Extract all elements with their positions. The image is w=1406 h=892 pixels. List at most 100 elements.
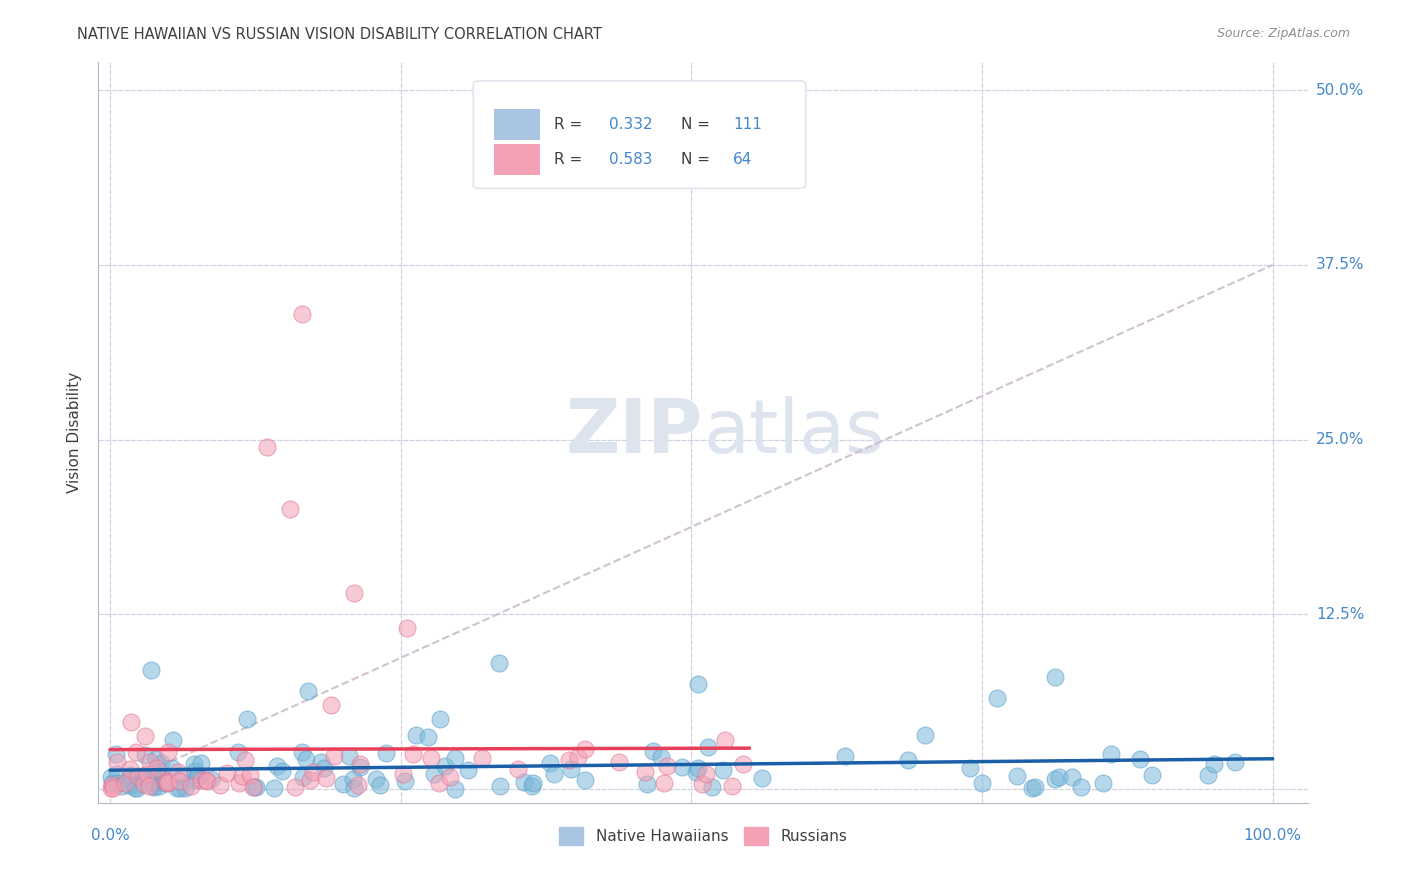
Point xyxy=(124,778,146,792)
Point xyxy=(156,745,179,759)
Point xyxy=(166,780,188,795)
Point xyxy=(134,748,156,763)
Point xyxy=(301,765,323,780)
Point xyxy=(180,780,202,794)
Point xyxy=(574,772,596,787)
Point xyxy=(195,774,218,789)
Point xyxy=(190,756,212,770)
Point xyxy=(1140,767,1163,781)
Point xyxy=(235,753,257,767)
Point xyxy=(319,698,342,712)
Point xyxy=(124,781,146,796)
Point xyxy=(141,766,163,780)
Point xyxy=(215,766,238,780)
Point xyxy=(103,781,125,796)
Point xyxy=(183,756,205,771)
Point xyxy=(1070,780,1092,794)
Point xyxy=(634,764,657,779)
Text: 50.0%: 50.0% xyxy=(1316,83,1364,98)
Point xyxy=(721,779,744,793)
Point xyxy=(101,776,124,790)
Point xyxy=(443,781,465,796)
Point xyxy=(162,733,184,747)
Point xyxy=(266,759,288,773)
Point xyxy=(439,770,461,784)
Point xyxy=(520,780,543,794)
Point xyxy=(138,756,160,770)
Text: 37.5%: 37.5% xyxy=(1316,258,1364,272)
Point xyxy=(105,767,128,781)
Point xyxy=(652,776,675,790)
Point xyxy=(636,777,658,791)
Point xyxy=(374,746,396,760)
Point xyxy=(118,778,141,792)
Point xyxy=(711,763,734,777)
Point xyxy=(167,765,190,780)
Point xyxy=(155,774,177,789)
Point xyxy=(156,774,179,789)
Point xyxy=(395,621,418,635)
Point xyxy=(1129,752,1152,766)
Point xyxy=(567,750,589,764)
Point xyxy=(292,770,315,784)
Point xyxy=(132,769,155,783)
Point xyxy=(471,751,494,765)
Point xyxy=(688,677,710,691)
Point xyxy=(332,777,354,791)
Point xyxy=(146,761,169,775)
Point xyxy=(190,772,212,787)
Point xyxy=(149,764,172,778)
Point xyxy=(121,773,143,788)
Point xyxy=(200,772,222,786)
Text: N =: N = xyxy=(682,153,716,167)
Point xyxy=(145,764,167,779)
Point xyxy=(100,780,122,795)
Point xyxy=(284,780,307,794)
Text: 0.332: 0.332 xyxy=(609,117,652,132)
Point xyxy=(751,771,773,785)
Point xyxy=(114,776,136,790)
Point xyxy=(695,766,717,780)
Point xyxy=(1045,670,1067,684)
Point xyxy=(297,684,319,698)
Point xyxy=(714,733,737,747)
Point xyxy=(1021,780,1043,795)
Text: 25.0%: 25.0% xyxy=(1316,432,1364,447)
Point xyxy=(349,760,371,774)
Point xyxy=(118,768,141,782)
Point xyxy=(342,772,364,787)
Point xyxy=(339,749,361,764)
Point xyxy=(538,756,561,770)
Point xyxy=(641,744,664,758)
Point xyxy=(506,762,529,776)
Point xyxy=(697,740,720,755)
Point xyxy=(443,751,465,765)
Point xyxy=(145,752,167,766)
Point xyxy=(392,767,415,781)
Legend: Native Hawaiians, Russians: Native Hawaiians, Russians xyxy=(553,821,853,851)
Point xyxy=(394,773,416,788)
Point xyxy=(1099,747,1122,762)
Point xyxy=(970,775,993,789)
Point xyxy=(419,751,441,765)
Point xyxy=(235,712,257,726)
Point xyxy=(120,715,142,730)
Point xyxy=(685,764,707,779)
Point xyxy=(148,779,170,793)
Point xyxy=(343,586,366,600)
FancyBboxPatch shape xyxy=(494,109,540,140)
Point xyxy=(105,776,128,790)
Point xyxy=(245,780,267,794)
Point xyxy=(560,762,582,776)
Point xyxy=(105,747,128,761)
Point xyxy=(173,780,195,795)
Point xyxy=(986,691,1008,706)
Point xyxy=(134,768,156,782)
Text: 0.0%: 0.0% xyxy=(90,828,129,843)
Point xyxy=(457,763,479,777)
Point xyxy=(156,776,179,790)
Point xyxy=(187,768,209,782)
Point xyxy=(125,745,148,759)
Point xyxy=(347,778,370,792)
Point xyxy=(125,780,148,795)
